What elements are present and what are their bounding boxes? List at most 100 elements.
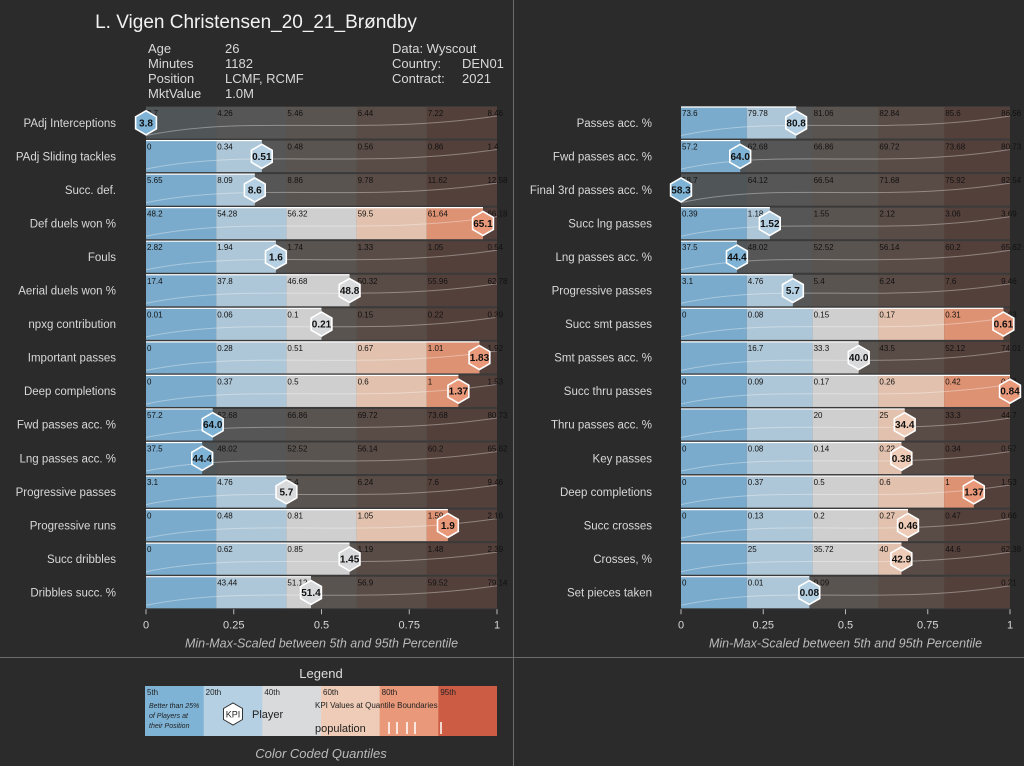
quantile-boundary-label: 9.78 (358, 176, 374, 185)
value-bar-segment (812, 543, 879, 575)
quantile-band-bg (426, 274, 497, 307)
quantile-band-bg (356, 543, 427, 575)
quantile-band-bg (944, 207, 1010, 240)
legend-quantile-label: 5th (147, 688, 158, 697)
info-value-minutes: 1182 (225, 56, 253, 71)
x-tick-label: 0 (143, 619, 149, 631)
quantile-boundary-label: 1.48 (428, 545, 444, 554)
row-label: Key passes (593, 453, 653, 465)
quantile-boundary-label: 2.39 (487, 545, 503, 554)
quantile-band-bg (286, 241, 357, 273)
value-bar-segment (681, 543, 747, 575)
row-label: Lng passes acc. % (555, 252, 652, 264)
quantile-band-bg (812, 107, 879, 139)
quantile-band-bg (356, 274, 427, 307)
row-label: Succ lng passes (568, 218, 652, 230)
x-axis-label: Min-Max-Scaled between 5th and 95th Perc… (185, 636, 458, 650)
quantile-boundary-label: 1.18 (748, 210, 764, 219)
info-key-age: Age (148, 41, 172, 56)
quantile-band-bg (746, 241, 813, 273)
x-tick-label: 0.75 (917, 619, 938, 631)
kpi-hexagon-marker (893, 411, 916, 438)
panel-divider-horizontal (0, 657, 1024, 658)
quantile-boundary-label: 11.62 (428, 176, 448, 185)
value-bar-segment (812, 509, 879, 542)
legend-quantile-swatch (321, 686, 381, 736)
quantile-boundary-label: 0.6 (879, 478, 891, 487)
quantile-band-bg (944, 442, 1010, 475)
quantile-boundary-label: 44.6 (945, 545, 961, 554)
legend-quantile-label: 20th (206, 688, 222, 697)
kpi-value-label: 65.1 (473, 219, 493, 230)
quantile-boundary-label: 2.16 (487, 512, 503, 521)
row-label: Passes acc. % (577, 118, 652, 130)
value-bar-segment (746, 375, 813, 407)
quantile-boundary-label: 0 (682, 478, 687, 487)
population-curve (145, 249, 498, 271)
quantile-band-bg (944, 241, 1010, 273)
quantile-boundary-label: 73.68 (945, 143, 966, 152)
quantile-boundary-label: 0.17 (879, 310, 895, 319)
population-curve (145, 551, 498, 573)
quantile-boundary-label: 55.96 (428, 277, 449, 286)
kpi-hexagon-marker (896, 512, 920, 539)
quantile-boundary-label: 57.2 (147, 411, 163, 420)
x-tick-label: 1 (494, 619, 500, 631)
quantile-boundary-label: 0.08 (748, 445, 764, 454)
row-label: npxg contribution (28, 319, 116, 331)
quantile-boundary-label: 1.94 (217, 243, 233, 252)
quantile-band-bg (878, 207, 945, 240)
population-curve (680, 182, 1011, 204)
quantile-boundary-label: 37.5 (147, 445, 163, 454)
value-bar-segment (216, 308, 287, 340)
quantile-boundary-label: 48.2 (147, 210, 163, 219)
row-label: Final 3rd passes acc. % (530, 185, 652, 197)
value-bar-segment (746, 341, 813, 374)
quantile-boundary-label: 6.24 (879, 277, 895, 286)
value-bar-segment (681, 408, 747, 441)
value-bar-segment (216, 476, 287, 508)
x-tick-label: 0.5 (314, 619, 329, 631)
population-curve (145, 350, 498, 371)
kpi-hexagon-marker (299, 579, 323, 606)
x-tick-label: 0.5 (838, 619, 853, 631)
value-bar-segment (216, 274, 287, 307)
row-label: Succ crosses (584, 520, 653, 532)
quantile-boundary-label: 1.74 (287, 243, 303, 252)
quantile-boundary-label: 0.14 (814, 445, 830, 454)
quantile-boundary-label: 0.1 (287, 310, 299, 319)
quantile-band-bg (746, 174, 813, 206)
population-curve (680, 249, 1011, 271)
population-curve (145, 115, 498, 137)
quantile-boundary-label: 0.67 (358, 344, 374, 353)
quantile-boundary-label: 3.1 (682, 277, 694, 286)
value-bar-segment (746, 543, 813, 575)
kpi-value-label: 64.0 (730, 152, 750, 163)
quantile-boundary-label: 79.14 (487, 579, 508, 588)
quantile-boundary-label: 62.68 (748, 143, 769, 152)
quantile-boundary-label: 0.37 (748, 478, 764, 487)
quantile-band-bg (216, 442, 287, 475)
quantile-boundary-label: 4.26 (217, 109, 233, 118)
value-bar-segment (146, 543, 217, 575)
kpi-hexagon-marker (784, 109, 808, 136)
value-bar-segment (681, 509, 747, 542)
row-label: Fwd passes acc. % (17, 420, 116, 432)
x-tick-label: 1 (1007, 619, 1013, 631)
quantile-boundary-label: 74.01 (1001, 344, 1022, 353)
row-label: Crosses, % (593, 554, 652, 566)
quantile-boundary-label: 4.76 (217, 478, 233, 487)
quantile-boundary-label: 0.48 (217, 512, 233, 521)
legend-better-text: Better than 25% (149, 703, 199, 710)
quantile-boundary-label: 0.34 (217, 143, 233, 152)
quantile-boundary-label: 0.6 (358, 377, 370, 386)
kpi-value-label: 8.6 (248, 185, 262, 196)
kpi-value-label: 64.0 (203, 420, 223, 431)
value-bar-segment (286, 509, 357, 542)
quantile-boundary-label: 40 (879, 545, 888, 554)
kpi-value-label: 5.7 (279, 487, 293, 498)
quantile-boundary-label: 6.24 (358, 478, 374, 487)
population-curve (680, 283, 1011, 304)
quantile-boundary-label: 0.17 (814, 377, 830, 386)
population-curve (145, 484, 498, 506)
